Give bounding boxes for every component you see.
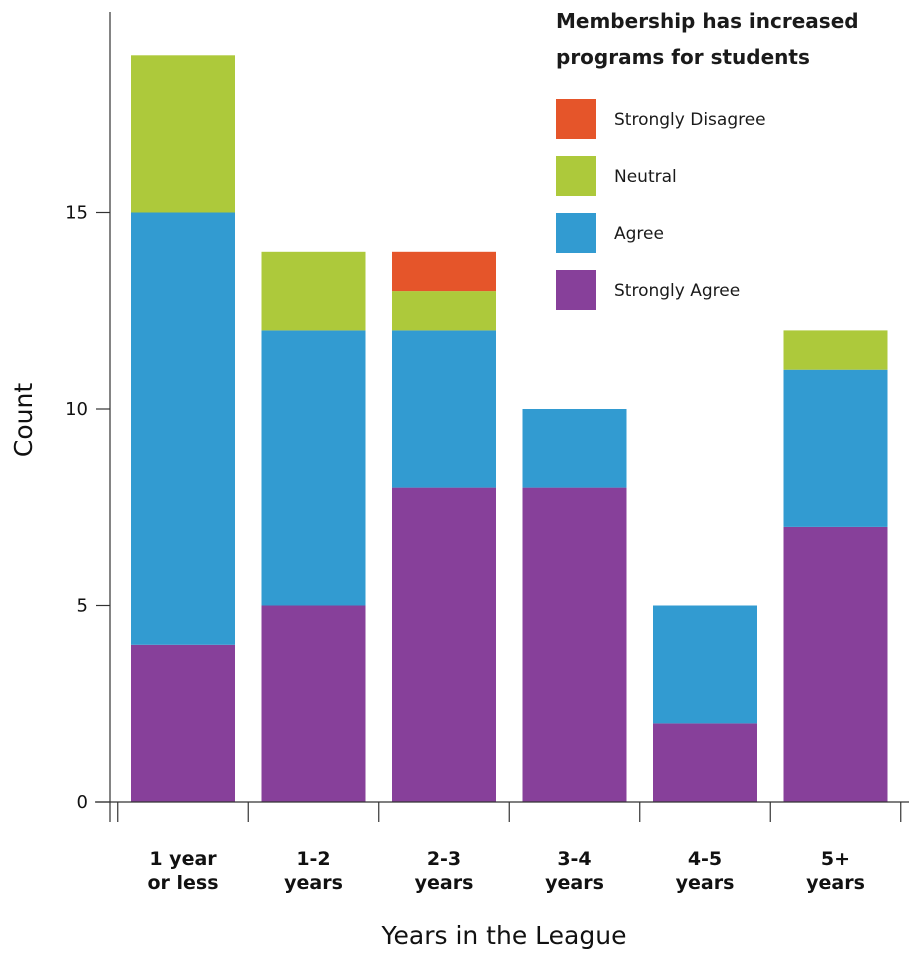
legend-swatch-strongly-agree: [556, 270, 596, 310]
legend-label-agree: Agree: [614, 224, 664, 244]
x-tick-label: 1-2 years: [284, 848, 343, 894]
bar-segment-strongly-agree: [392, 487, 496, 802]
y-tick-label: 15: [65, 203, 88, 224]
legend-label-strongly-disagree: Strongly Disagree: [614, 110, 766, 130]
bar-segment-agree: [392, 330, 496, 488]
legend-label-neutral: Neutral: [614, 167, 677, 187]
bar-segment-neutral: [261, 251, 366, 331]
bar-segment-agree: [522, 409, 627, 488]
x-tick-label: 5+ years: [806, 848, 865, 894]
bar-segment-strongly-disagree: [392, 251, 496, 292]
bars-layer: [131, 55, 888, 802]
bar-segment-agree: [783, 369, 888, 527]
bar-segment-agree: [653, 605, 757, 724]
bar-segment-agree: [131, 212, 235, 645]
legend-title: Membership has increased programs for stu…: [556, 9, 859, 69]
y-tick-label: 0: [77, 792, 88, 813]
y-tick-label: 5: [77, 596, 88, 617]
y-tick-label: 10: [65, 399, 88, 420]
x-axis-title: Years in the League: [381, 921, 627, 950]
bar-segment-strongly-agree: [131, 644, 235, 802]
axes-layer: 0 5 10 15 1 year or less 1-2 years 2-3 years 3-4 ye…: [9, 12, 909, 950]
bar-segment-neutral: [131, 55, 235, 213]
legend-swatch-agree: [556, 213, 596, 253]
legend-swatch-strongly-disagree: [556, 99, 596, 139]
legend-swatch-neutral: [556, 156, 596, 196]
legend: Membership has increased programs for stu…: [556, 9, 859, 310]
bar-segment-neutral: [783, 330, 888, 370]
x-tick-label: 4-5 years: [676, 848, 735, 894]
bar-segment-strongly-agree: [783, 526, 888, 802]
x-tick-label: 2-3 years: [415, 848, 474, 894]
bar-segment-neutral: [392, 291, 496, 331]
bar-segment-strongly-agree: [522, 487, 627, 802]
bar-segment-strongly-agree: [653, 723, 757, 802]
x-tick-label: 3-4 years: [545, 848, 604, 894]
x-tick-label: 1 year or less: [147, 848, 218, 894]
bar-segment-strongly-agree: [261, 605, 366, 802]
y-axis-title: Count: [9, 383, 38, 457]
bar-segment-agree: [261, 330, 366, 606]
legend-label-strongly-agree: Strongly Agree: [614, 281, 740, 301]
